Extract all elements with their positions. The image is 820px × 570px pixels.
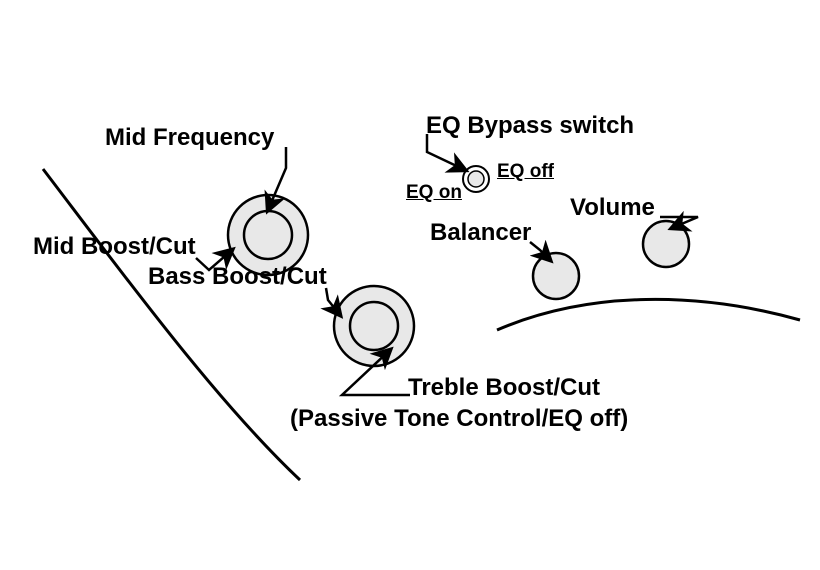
bass-knob-inner [350,302,398,350]
label-volume: Volume [570,195,655,221]
leader-balancer [530,242,550,260]
leader-eq-bypass [427,134,465,170]
mid-knob-inner [244,211,292,259]
label-eq-on: EQ on [406,183,462,204]
label-eq-bypass-switch: EQ Bypass switch [426,113,634,139]
leader-bass-boost [326,288,340,315]
label-mid-frequency: Mid Frequency [105,125,274,151]
diagram-stage: Mid Frequency Mid Boost/Cut Bass Boost/C… [0,0,820,570]
volume-knob [643,221,689,267]
label-bass-boost-cut: Bass Boost/Cut [148,264,327,290]
label-treble-boost-cut-line2: (Passive Tone Control/EQ off) [290,406,628,432]
body-curve-right [497,299,800,330]
balancer-knob [533,253,579,299]
diagram-svg [0,0,820,570]
label-eq-off: EQ off [497,162,554,183]
label-treble-boost-cut-line1: Treble Boost/Cut [408,375,600,401]
eq-switch-inner [468,171,484,187]
label-balancer: Balancer [430,220,531,246]
label-mid-boost-cut: Mid Boost/Cut [33,234,196,260]
